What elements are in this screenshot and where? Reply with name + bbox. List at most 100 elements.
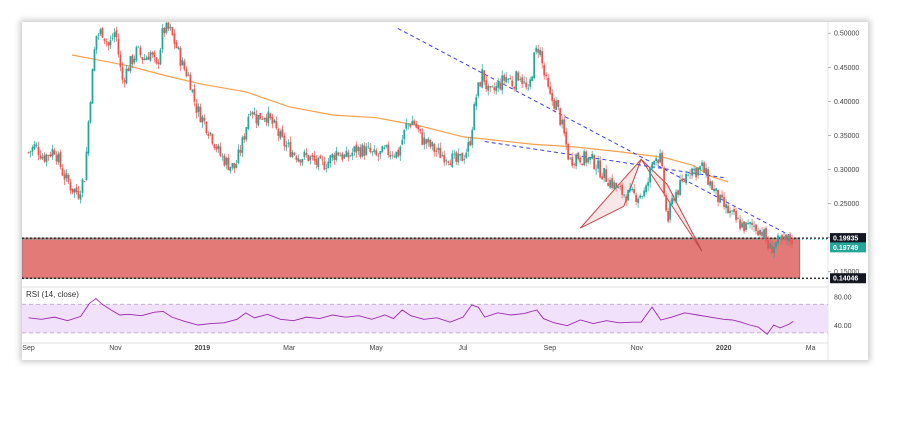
candle-body bbox=[637, 198, 640, 203]
candle-body bbox=[43, 154, 46, 162]
trendline-1[interactable] bbox=[484, 141, 724, 179]
candle-body bbox=[75, 187, 78, 193]
candle-body bbox=[69, 182, 72, 191]
candle-body bbox=[641, 196, 644, 198]
candle-body bbox=[85, 151, 88, 180]
candle-body bbox=[601, 176, 604, 180]
candle-body bbox=[141, 57, 144, 61]
harmonic-pattern[interactable] bbox=[580, 158, 703, 252]
candle-body bbox=[667, 211, 670, 222]
price-badge-label-0: 0.19935 bbox=[833, 236, 858, 243]
price-badge-1[interactable] bbox=[830, 242, 866, 253]
candle-body bbox=[163, 27, 166, 34]
candle-body bbox=[383, 147, 386, 149]
candle-body bbox=[199, 106, 202, 123]
candle-body bbox=[787, 235, 789, 241]
candle-body bbox=[55, 154, 58, 162]
candle-body bbox=[647, 181, 650, 186]
rsi-line[interactable] bbox=[28, 297, 794, 335]
candle-body bbox=[177, 47, 180, 49]
candle-body bbox=[391, 154, 394, 156]
candle-body bbox=[471, 129, 474, 145]
candle-body bbox=[381, 146, 384, 153]
candle-body bbox=[247, 116, 250, 129]
price-badge-0[interactable] bbox=[830, 233, 866, 244]
candle-body bbox=[45, 154, 48, 163]
moving-average-line[interactable] bbox=[71, 54, 729, 183]
candle-body bbox=[463, 159, 466, 160]
candle-body bbox=[303, 151, 306, 158]
candle-body bbox=[483, 70, 486, 82]
candle-body bbox=[633, 188, 636, 194]
candle-body bbox=[713, 188, 715, 192]
candle-body bbox=[59, 152, 62, 168]
candle-body bbox=[349, 155, 352, 157]
candle-body bbox=[765, 228, 767, 242]
candle-body bbox=[783, 236, 785, 239]
candle-body bbox=[83, 181, 86, 183]
candle-body bbox=[635, 194, 638, 202]
candle-body bbox=[761, 231, 763, 237]
candle-body bbox=[427, 138, 430, 143]
rsi-tick-label: 40.00 bbox=[834, 323, 852, 330]
candle-body bbox=[201, 116, 204, 123]
candle-body bbox=[373, 149, 376, 152]
candle-body bbox=[693, 168, 695, 171]
candle-body bbox=[351, 152, 354, 156]
candle-body bbox=[87, 121, 90, 154]
trendline-0[interactable] bbox=[397, 27, 790, 236]
candle-body bbox=[663, 167, 666, 194]
candle-body bbox=[375, 150, 378, 156]
candle-body bbox=[673, 198, 675, 201]
candle-body bbox=[425, 139, 428, 144]
candle-body bbox=[457, 153, 460, 163]
candle-body bbox=[31, 146, 34, 152]
support-zone[interactable] bbox=[21, 237, 801, 279]
candle-body bbox=[151, 52, 154, 55]
candle-body bbox=[469, 141, 472, 146]
candle-body bbox=[343, 155, 346, 159]
candle-body bbox=[491, 86, 494, 88]
candle-body bbox=[587, 158, 590, 163]
candle-body bbox=[741, 222, 743, 228]
candle-body bbox=[757, 230, 759, 236]
time-label-2020: 2020 bbox=[716, 345, 732, 352]
price-tick-label: 0.15000 bbox=[834, 269, 859, 276]
candle-body bbox=[215, 146, 218, 150]
candle-body bbox=[423, 137, 426, 145]
candle-body bbox=[245, 127, 248, 140]
candle-body bbox=[441, 155, 444, 157]
candle-body bbox=[121, 67, 124, 80]
candle-body bbox=[47, 155, 50, 156]
candle-body bbox=[709, 181, 711, 186]
candle-body bbox=[627, 190, 630, 201]
candle-body bbox=[541, 51, 544, 64]
candle-body bbox=[661, 152, 664, 167]
candle-body bbox=[253, 112, 256, 115]
candle-body bbox=[737, 218, 739, 220]
candle-body bbox=[411, 120, 414, 125]
candle-body bbox=[137, 46, 140, 48]
candle-body bbox=[115, 30, 118, 38]
candle-body bbox=[221, 155, 224, 157]
candle-body bbox=[537, 49, 540, 53]
candle-body bbox=[517, 72, 520, 81]
candle-body bbox=[465, 152, 468, 158]
candle-body bbox=[585, 151, 588, 163]
candle-body bbox=[205, 121, 208, 134]
candle-body bbox=[361, 144, 364, 157]
candle-body bbox=[743, 221, 745, 232]
candle-body bbox=[273, 120, 276, 123]
candle-body bbox=[287, 143, 290, 145]
candle-body bbox=[437, 147, 440, 151]
candle-body bbox=[433, 144, 436, 152]
candle-body bbox=[639, 195, 642, 198]
trading-chart[interactable]: 0.50000 0.45000 0.40000 0.35000 0.30000 0.250… bbox=[21, 21, 868, 360]
candle-body bbox=[103, 38, 106, 41]
price-badge-2[interactable] bbox=[830, 273, 866, 284]
rsi-band bbox=[22, 304, 828, 333]
harmonic-leg-xb bbox=[579, 158, 642, 229]
time-label-nov: Nov bbox=[631, 345, 644, 352]
candle-body bbox=[341, 153, 344, 160]
candle-body bbox=[89, 102, 92, 123]
